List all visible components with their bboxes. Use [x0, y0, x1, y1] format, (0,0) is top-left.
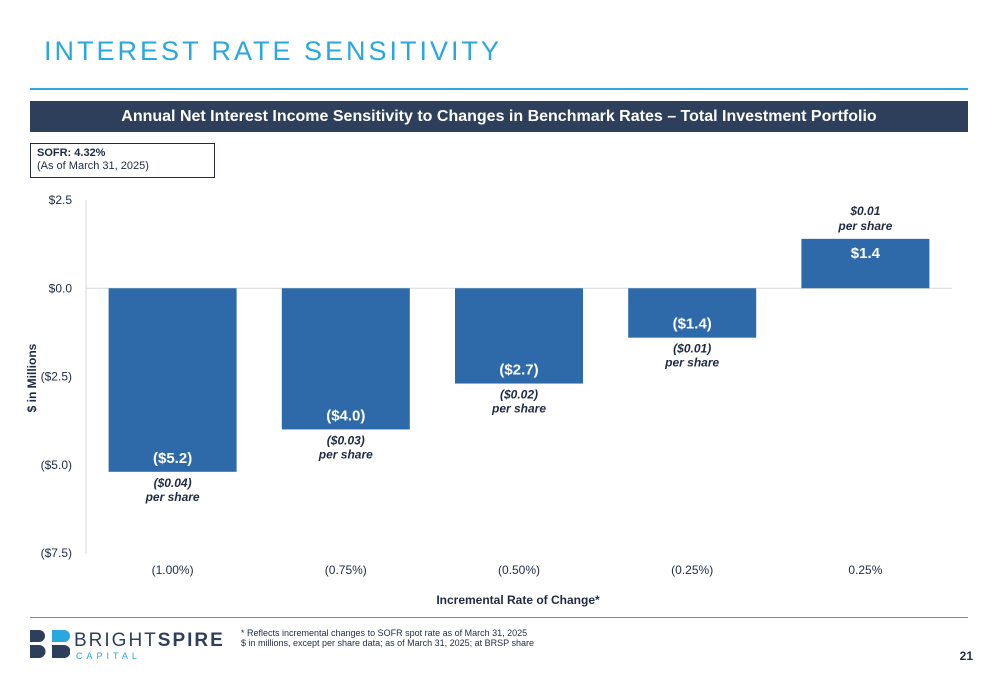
- bar-value-label: ($2.7): [499, 362, 538, 379]
- sofr-asof-date: (As of March 31, 2025): [37, 160, 149, 172]
- bar: [455, 288, 583, 384]
- per-share-suffix-label: per share: [837, 219, 892, 233]
- logo-word-bold: SPIRE: [157, 630, 225, 651]
- bar-value-label: ($1.4): [673, 316, 712, 333]
- per-share-value-label: ($0.03): [327, 433, 365, 447]
- page-number: 21: [959, 649, 973, 663]
- x-tick-label: 0.25%: [848, 563, 882, 577]
- footnote-line-1: * Reflects incremental changes to SOFR s…: [241, 628, 528, 638]
- sensitivity-bar-chart: $2.5 $0.0 ($2.5) ($5.0) ($7.5) ($5.2) ($0.04)…: [25, 193, 952, 607]
- x-tick-label: (0.75%): [325, 563, 367, 577]
- y-tick-label: ($5.0): [41, 458, 72, 472]
- footnote-line-2: $ in millions, except per share data; as…: [241, 638, 534, 648]
- bar: [801, 238, 930, 289]
- chart-banner: Annual Net Interest Income Sensitivity t…: [30, 101, 968, 132]
- x-tick-label: (0.50%): [498, 563, 540, 577]
- y-tick-label: ($2.5): [41, 370, 72, 384]
- per-share-value-label: ($0.02): [500, 388, 538, 402]
- x-axis-label: Incremental Rate of Change*: [436, 593, 600, 607]
- per-share-value-label: ($0.01): [673, 342, 711, 356]
- per-share-suffix-label: per share: [145, 490, 200, 504]
- x-tick-label: (1.00%): [152, 563, 194, 577]
- logo-mark-icon: [30, 630, 71, 658]
- x-tick-label: (0.25%): [671, 563, 713, 577]
- footnote: * Reflects incremental changes to SOFR s…: [241, 628, 534, 648]
- footer-divider: [30, 617, 968, 618]
- bar-series: ($5.2)($0.04)per share($4.0)($0.03)per s…: [108, 204, 930, 504]
- bar: [281, 288, 410, 430]
- y-tick-label: ($7.5): [41, 546, 72, 560]
- logo-wordmark: BRIGHTSPIRE: [74, 630, 225, 652]
- bar: [628, 288, 757, 338]
- y-tick-label: $0.0: [49, 281, 73, 295]
- y-tick-label: $2.5: [49, 193, 73, 207]
- page-title: INTEREST RATE SENSITIVITY: [44, 36, 503, 66]
- logo-subtitle: CAPITAL: [76, 651, 141, 661]
- title-divider: [30, 88, 968, 90]
- bar: [108, 288, 237, 472]
- per-share-suffix-label: per share: [491, 402, 546, 416]
- per-share-value-label: ($0.04): [154, 476, 192, 490]
- sofr-rate: SOFR: 4.32%: [37, 147, 106, 159]
- logo-word-light: BRIGHT: [74, 630, 158, 651]
- y-axis-label: $ in Millions: [25, 343, 39, 412]
- sofr-info-box: SOFR: 4.32% (As of March 31, 2025): [30, 143, 215, 178]
- per-share-suffix-label: per share: [318, 447, 373, 461]
- per-share-suffix-label: per share: [664, 356, 719, 370]
- brightspire-logo: BRIGHTSPIRE CAPITAL: [30, 630, 223, 661]
- per-share-value-label: $0.01: [849, 204, 880, 218]
- bar-value-label: ($4.0): [326, 407, 365, 424]
- x-axis: (1.00%) (0.75%) (0.50%) (0.25%) 0.25%: [152, 563, 883, 577]
- bar-value-label: $1.4: [851, 245, 881, 262]
- bar-value-label: ($5.2): [153, 450, 192, 467]
